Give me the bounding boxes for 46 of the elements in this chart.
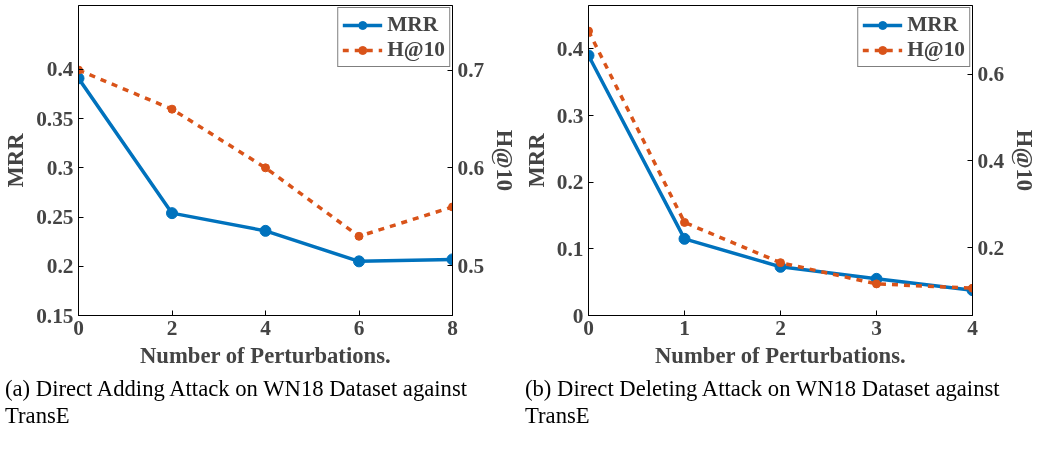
x-tick-label: 4: [967, 315, 979, 340]
legend-label: H@10: [387, 37, 445, 62]
legend-label: H@10: [907, 37, 965, 62]
x-tick-label: 8: [447, 315, 458, 340]
y2-tick-label: 0.6: [457, 155, 485, 180]
y2-tick-label: 0.6: [977, 62, 1005, 87]
y-tick-label: 0.25: [36, 205, 74, 230]
y-axis-title: MRR: [523, 132, 549, 188]
x-tick-label: 1: [679, 315, 690, 340]
y-tick-label: 0.15: [36, 303, 74, 328]
x-tick-label: 3: [871, 315, 882, 340]
y-tick-label: 0.4: [46, 57, 74, 82]
legend-label: MRR: [907, 12, 959, 37]
y2-tick-label: 0.4: [977, 148, 1005, 173]
y-tick-label: 0.3: [46, 155, 74, 180]
y-tick-label: 0.1: [556, 236, 584, 261]
point: [261, 163, 270, 173]
legend-label: MRR: [387, 12, 439, 37]
point: [354, 231, 364, 241]
y2-tick-label: 0.7: [457, 58, 485, 83]
y2-axis-title: H@10: [491, 129, 518, 192]
x-tick-label: 4: [260, 315, 272, 340]
y2-axis-title: H@10: [1011, 129, 1038, 192]
point: [167, 104, 177, 114]
x-axis-title: Number of Perturbations.: [654, 342, 906, 368]
x-axis-title: Number of Perturbations.: [139, 342, 391, 368]
y-tick-label: 0.2: [556, 170, 584, 195]
point: [166, 207, 178, 220]
point: [259, 224, 272, 237]
y-tick-label: 0.2: [46, 254, 74, 279]
point: [353, 255, 365, 268]
y-axis-title: MRR: [3, 132, 29, 188]
point: [678, 232, 691, 245]
x-tick-label: 2: [166, 315, 178, 340]
x-tick-label: 6: [353, 315, 365, 340]
y2-tick-label: 0.2: [977, 235, 1005, 260]
y2-tick-label: 0.5: [457, 253, 485, 278]
text: (b) Direct Deleting Attack on WN18 Dataset against TransE: [525, 375, 1001, 430]
y-tick-label: 0.4: [556, 36, 584, 61]
x-tick-label: 2: [775, 315, 786, 340]
y-tick-label: 0.35: [36, 106, 74, 131]
point: [872, 279, 881, 289]
y-tick-label: 0.3: [556, 103, 584, 128]
point: [776, 258, 785, 268]
point: [680, 217, 689, 227]
text: (a) Direct Adding Attack on WN18 Dataset against TransE: [5, 375, 469, 430]
